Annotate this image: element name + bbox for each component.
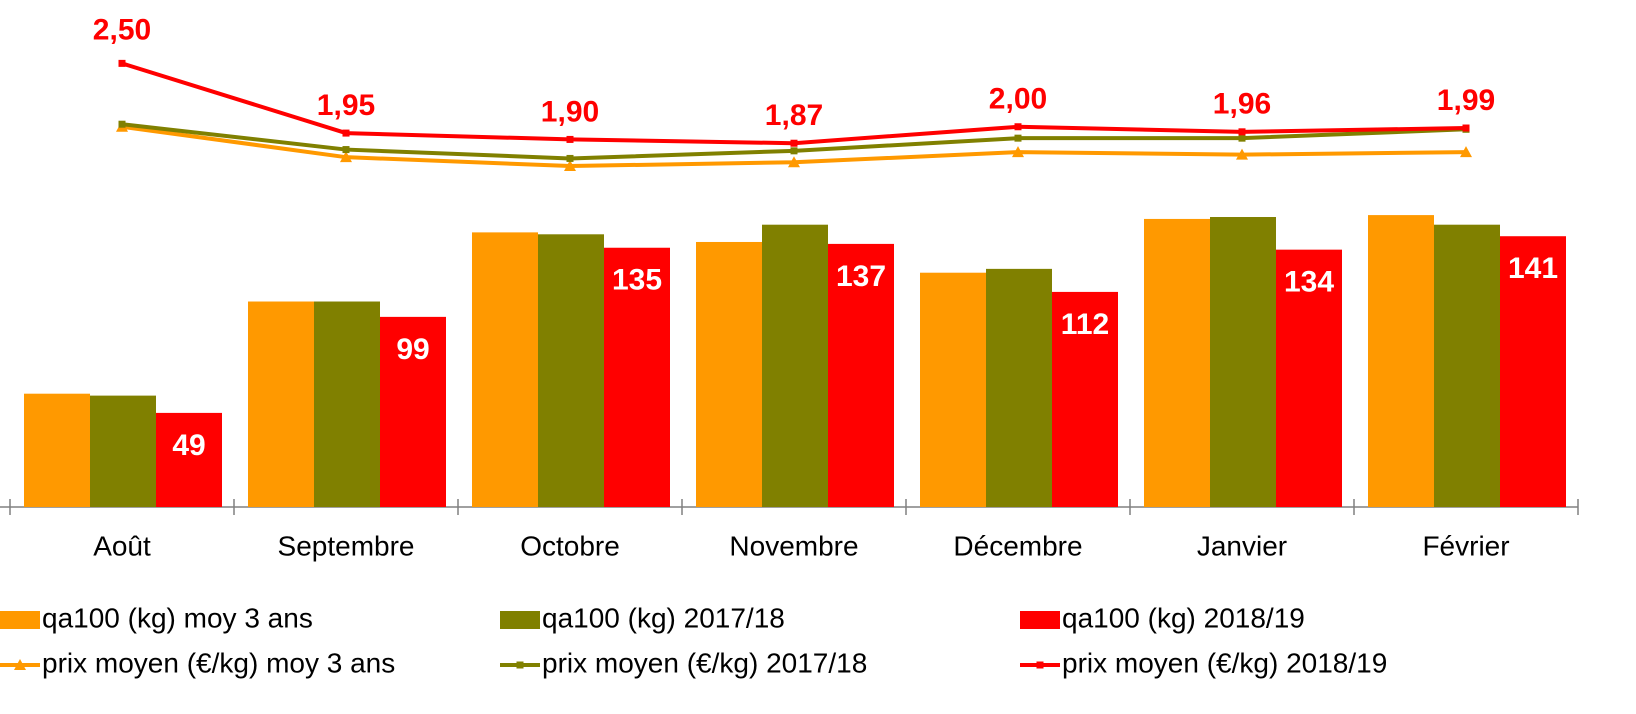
line-value-label: 1,87 bbox=[765, 99, 823, 132]
bar bbox=[696, 241, 762, 507]
bar bbox=[380, 316, 446, 507]
bar-value-label: 141 bbox=[1508, 252, 1558, 285]
line-marker bbox=[1012, 146, 1024, 158]
legend-label: qa100 (kg) moy 3 ans bbox=[42, 602, 313, 633]
line-marker bbox=[1014, 134, 1022, 142]
bar bbox=[604, 247, 670, 507]
line-marker bbox=[342, 146, 350, 154]
line-marker bbox=[566, 154, 574, 162]
bar bbox=[1368, 215, 1434, 507]
line-marker bbox=[1460, 146, 1472, 158]
bar bbox=[248, 301, 314, 507]
line-value-label: 2,00 bbox=[989, 83, 1047, 116]
legend-label: prix moyen (€/kg) 2017/18 bbox=[542, 647, 867, 678]
line-marker bbox=[788, 156, 800, 168]
x-tick-label: Février bbox=[1422, 530, 1509, 561]
bar bbox=[1276, 249, 1342, 507]
legend-swatch bbox=[500, 611, 540, 629]
bar bbox=[828, 243, 894, 508]
legend-label: prix moyen (€/kg) moy 3 ans bbox=[42, 647, 395, 678]
bar bbox=[24, 393, 90, 507]
legend-item: prix moyen (€/kg) 2018/19 bbox=[1020, 647, 1387, 678]
line-value-label: 1,95 bbox=[317, 89, 375, 122]
legend-item: qa100 (kg) 2017/18 bbox=[500, 602, 785, 633]
line-marker bbox=[1238, 134, 1246, 142]
line-marker bbox=[564, 160, 576, 172]
bar bbox=[920, 272, 986, 507]
bar bbox=[156, 412, 222, 507]
line-marker bbox=[340, 151, 352, 163]
line-marker bbox=[118, 120, 126, 128]
line-marker bbox=[342, 129, 350, 137]
line-marker bbox=[1014, 123, 1022, 131]
bar-value-label: 137 bbox=[836, 260, 886, 293]
legend-label: qa100 (kg) 2017/18 bbox=[542, 602, 785, 633]
line-marker bbox=[790, 139, 798, 147]
line-marker bbox=[790, 147, 798, 155]
line-value-label: 1,99 bbox=[1437, 84, 1495, 117]
bar bbox=[1210, 217, 1276, 508]
line-value-label: 2,50 bbox=[93, 13, 151, 46]
x-tick-label: Octobre bbox=[520, 530, 620, 561]
line-marker bbox=[1462, 124, 1470, 132]
x-tick-label: Août bbox=[93, 530, 151, 561]
bar-value-label: 135 bbox=[612, 264, 662, 297]
line-marker bbox=[118, 59, 126, 67]
bar bbox=[1144, 218, 1210, 507]
bar bbox=[762, 224, 828, 507]
legend-swatch bbox=[1020, 611, 1060, 629]
legend-label: qa100 (kg) 2018/19 bbox=[1062, 602, 1305, 633]
legend-item: qa100 (kg) moy 3 ans bbox=[0, 602, 313, 633]
legend-item: prix moyen (€/kg) moy 3 ans bbox=[0, 647, 395, 678]
bar bbox=[1500, 236, 1566, 507]
legend-swatch bbox=[0, 611, 40, 629]
line-marker bbox=[1238, 128, 1246, 136]
bar bbox=[538, 234, 604, 507]
bar-value-label: 99 bbox=[396, 333, 429, 366]
line-marker bbox=[566, 135, 574, 143]
line-value-label: 1,96 bbox=[1213, 88, 1271, 121]
bar bbox=[314, 301, 380, 507]
bar bbox=[986, 268, 1052, 507]
line-value-label: 1,90 bbox=[541, 95, 599, 128]
line-marker bbox=[1236, 148, 1248, 160]
legend-marker bbox=[14, 659, 26, 670]
x-tick-label: Septembre bbox=[278, 530, 415, 561]
legend-marker bbox=[516, 661, 524, 669]
x-tick-label: Janvier bbox=[1197, 530, 1287, 561]
legend-label: prix moyen (€/kg) 2018/19 bbox=[1062, 647, 1387, 678]
bar bbox=[1052, 291, 1118, 507]
bar bbox=[90, 395, 156, 507]
bar-value-label: 112 bbox=[1061, 308, 1109, 341]
bar-value-label: 49 bbox=[172, 429, 205, 462]
legend-item: qa100 (kg) 2018/19 bbox=[1020, 602, 1305, 633]
bar bbox=[1434, 224, 1500, 507]
legend-marker bbox=[1036, 661, 1044, 669]
bar bbox=[472, 232, 538, 507]
x-tick-label: Décembre bbox=[953, 530, 1082, 561]
bar-value-label: 134 bbox=[1284, 266, 1334, 299]
x-tick-label: Novembre bbox=[729, 530, 858, 561]
legend-item: prix moyen (€/kg) 2017/18 bbox=[500, 647, 867, 678]
